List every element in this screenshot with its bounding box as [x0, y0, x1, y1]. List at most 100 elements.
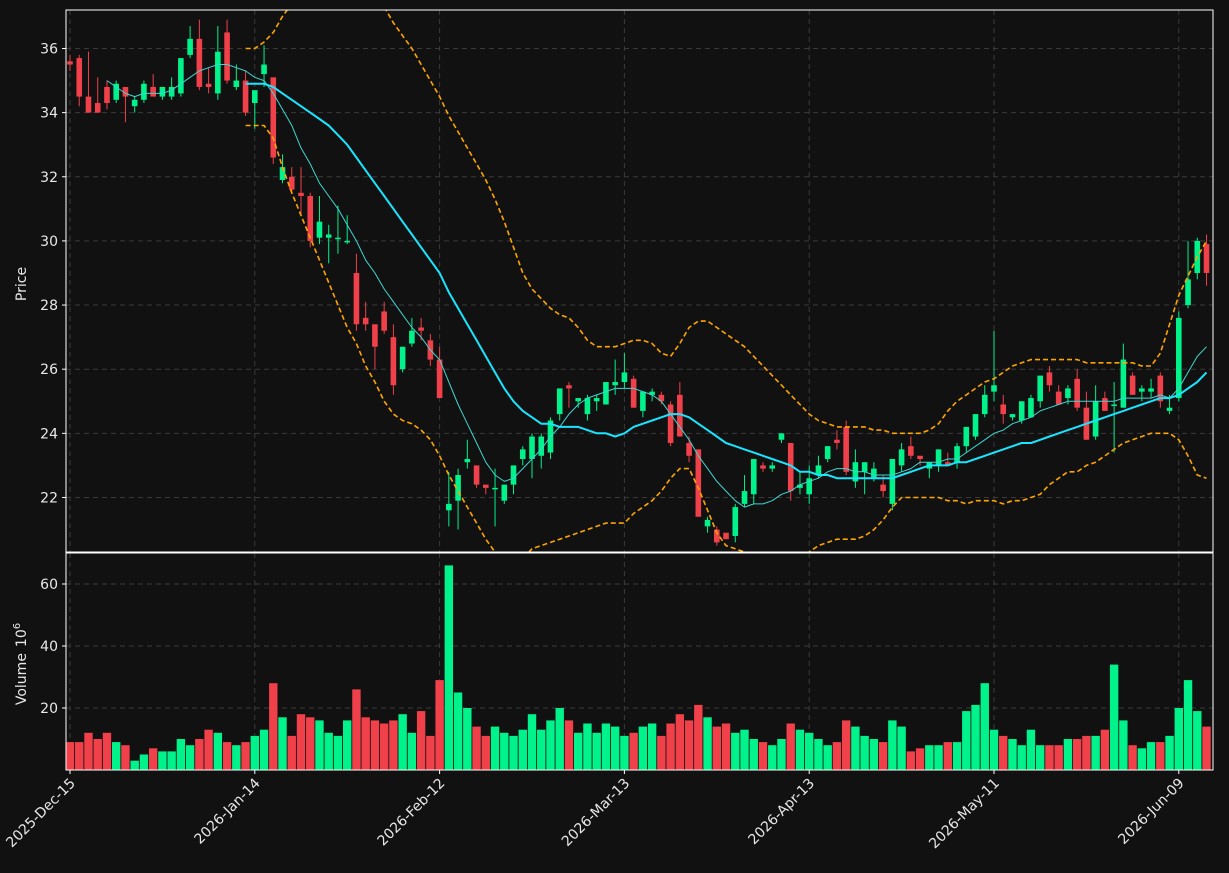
candle-body-down [1203, 244, 1210, 273]
volume-bar-up [1146, 742, 1156, 770]
volume-bar-down [694, 704, 703, 770]
volume-bar-up [814, 739, 823, 770]
candle-body-up [741, 491, 748, 504]
volume-bar-down [389, 720, 398, 770]
volume-axis-label-name: Volume [14, 653, 30, 705]
price-gridlines [66, 10, 1213, 552]
volume-bar-up [638, 726, 648, 770]
volume-bar-up [453, 692, 463, 770]
candle-body-down [658, 394, 665, 402]
volume-bar-down [93, 739, 102, 770]
candle-body-up [991, 385, 997, 392]
price-ytick-label: 22 [40, 490, 58, 506]
price-ytick-label: 24 [40, 426, 58, 442]
price-ytick-label: 34 [40, 106, 58, 122]
volume-bar-up [925, 745, 934, 770]
candle-body-down [288, 176, 295, 190]
candle-body-up [1176, 317, 1182, 399]
candle-body-down [381, 311, 387, 331]
candle-body-up [861, 462, 868, 472]
price-ytick-label: 36 [40, 41, 58, 57]
candle-body-up [750, 458, 757, 495]
candle-body-up [1028, 398, 1034, 418]
volume-bar-down [379, 723, 389, 770]
price-ytick-label: 26 [40, 362, 58, 378]
volume-bar-up [989, 729, 999, 770]
volume-bar-down [1202, 726, 1211, 770]
volume-bar-down [481, 735, 490, 770]
candle-body-up [1111, 404, 1117, 406]
candle-body-up [279, 167, 286, 180]
candle-body-up [1185, 279, 1191, 306]
volume-bar-down [222, 742, 232, 770]
candle-body-up [981, 394, 988, 415]
candle-body-up [501, 484, 508, 501]
volume-bar-up [768, 745, 777, 770]
price-axis-label: Price [14, 267, 30, 301]
candle-body-down [205, 83, 212, 87]
candle-body-up [159, 86, 166, 97]
candle-body-up [168, 86, 175, 97]
volume-bar-up [574, 732, 583, 770]
candle-body-up [261, 64, 267, 75]
volume-bar-down [1100, 729, 1110, 770]
candle-body-down [372, 324, 378, 347]
candle-body-down [122, 86, 129, 97]
candle-body-up [732, 507, 739, 536]
candle-body-up [889, 458, 896, 504]
volume-bar-down [1072, 739, 1082, 770]
candle-body-up [131, 99, 138, 107]
volume-bar-up [278, 717, 287, 770]
volume-ytick-label: 20 [40, 701, 58, 717]
volume-bar-down [269, 683, 278, 770]
volume-bar-up [167, 751, 176, 770]
volume-bar-down [416, 711, 426, 770]
volume-bar-down [75, 742, 84, 770]
candle-body-up [113, 83, 119, 100]
volume-bar-down [999, 735, 1008, 770]
volume-bar-down [352, 689, 361, 770]
volume-bar-up [1008, 739, 1017, 770]
candle-body-down [787, 442, 794, 492]
volume-bar-up [647, 723, 657, 770]
volume-bar-up [112, 742, 121, 770]
candle-body-up [972, 414, 979, 437]
candle-body-up [187, 38, 193, 55]
volume-bar-up [851, 726, 860, 770]
volume-bar-up [315, 720, 324, 770]
volume-bar-down [878, 742, 888, 770]
candle-body-down [714, 529, 720, 543]
volume-axis-label: Volume 106 [12, 623, 30, 705]
volume-bar-down [786, 723, 795, 770]
candle-body-up [1009, 414, 1016, 418]
candle-body-up [963, 426, 970, 447]
candle-body-up [399, 346, 406, 370]
candle-body-up [1148, 388, 1154, 392]
candle-body-down [1055, 391, 1062, 405]
volume-plot-area [66, 565, 1211, 770]
volume-bar-down [629, 732, 638, 770]
volume-bar-up [1017, 745, 1026, 770]
volume-axes-frame [65, 552, 1214, 771]
candle-body-up [538, 436, 545, 456]
candle-body-up [1120, 359, 1127, 408]
candle-body-up [1166, 407, 1173, 411]
volume-bar-up [952, 742, 962, 770]
candle-body-down [353, 272, 360, 325]
volume-bar-down [943, 742, 952, 770]
volume-bar-up [537, 729, 546, 770]
candle-body-down [566, 385, 572, 389]
candle-body-down [270, 77, 277, 158]
candle-body-down [436, 359, 443, 399]
volume-bar-up [795, 729, 805, 770]
candle-body-up [640, 391, 646, 411]
volume-bar-up [1183, 680, 1193, 770]
candle-body-up [316, 221, 323, 238]
volume-bar-down [666, 723, 675, 770]
volume-bar-up [518, 729, 527, 770]
volume-bar-up [1026, 729, 1036, 770]
volume-bar-down [1054, 745, 1063, 770]
candle-body-down [630, 378, 637, 408]
volume-bar-down [721, 723, 731, 770]
volume-bar-down [684, 720, 694, 770]
